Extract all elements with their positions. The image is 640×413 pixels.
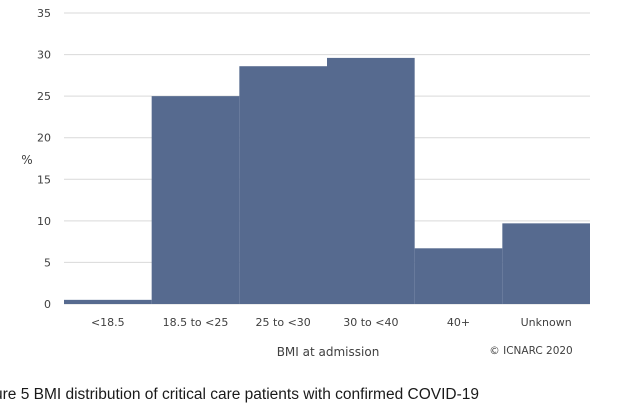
y-axis-label: % xyxy=(21,153,32,167)
y-tick-label: 5 xyxy=(44,256,51,269)
x-axis-ticks: <18.5 18.5 to <25 25 to <30 30 to <40 40+ Unk… xyxy=(91,316,572,329)
x-tick-label: Unknown xyxy=(521,316,572,329)
y-tick-label: 35 xyxy=(37,7,51,20)
bars xyxy=(64,57,590,305)
x-tick-label: 40+ xyxy=(447,316,470,329)
y-tick-label: 0 xyxy=(44,298,51,311)
bar xyxy=(327,57,415,305)
y-tick-label: 20 xyxy=(37,132,51,145)
y-tick-label: 10 xyxy=(37,215,51,228)
x-axis-label: BMI at admission xyxy=(277,345,380,359)
y-tick-label: 25 xyxy=(37,90,51,103)
bar xyxy=(502,223,590,304)
y-tick-label: 30 xyxy=(37,49,51,62)
copyright-credit: © ICNARC 2020 xyxy=(489,345,572,357)
x-tick-label: 30 to <40 xyxy=(343,316,398,329)
bmi-bar-chart: 0 5 10 15 20 25 30 35 <18.5 18.5 to <25 25 to <30… xyxy=(21,7,590,359)
x-tick-label: <18.5 xyxy=(91,316,125,329)
bar xyxy=(414,248,503,304)
y-axis-ticks: 0 5 10 15 20 25 30 35 xyxy=(37,7,51,311)
x-tick-label: 25 to <30 xyxy=(256,316,311,329)
figure-caption: ure 5 BMI distribution of critical care … xyxy=(0,386,479,403)
x-tick-label: 18.5 to <25 xyxy=(163,316,229,329)
bar xyxy=(64,299,152,304)
bar xyxy=(239,66,327,304)
y-tick-label: 15 xyxy=(37,173,51,186)
bar xyxy=(151,96,240,305)
